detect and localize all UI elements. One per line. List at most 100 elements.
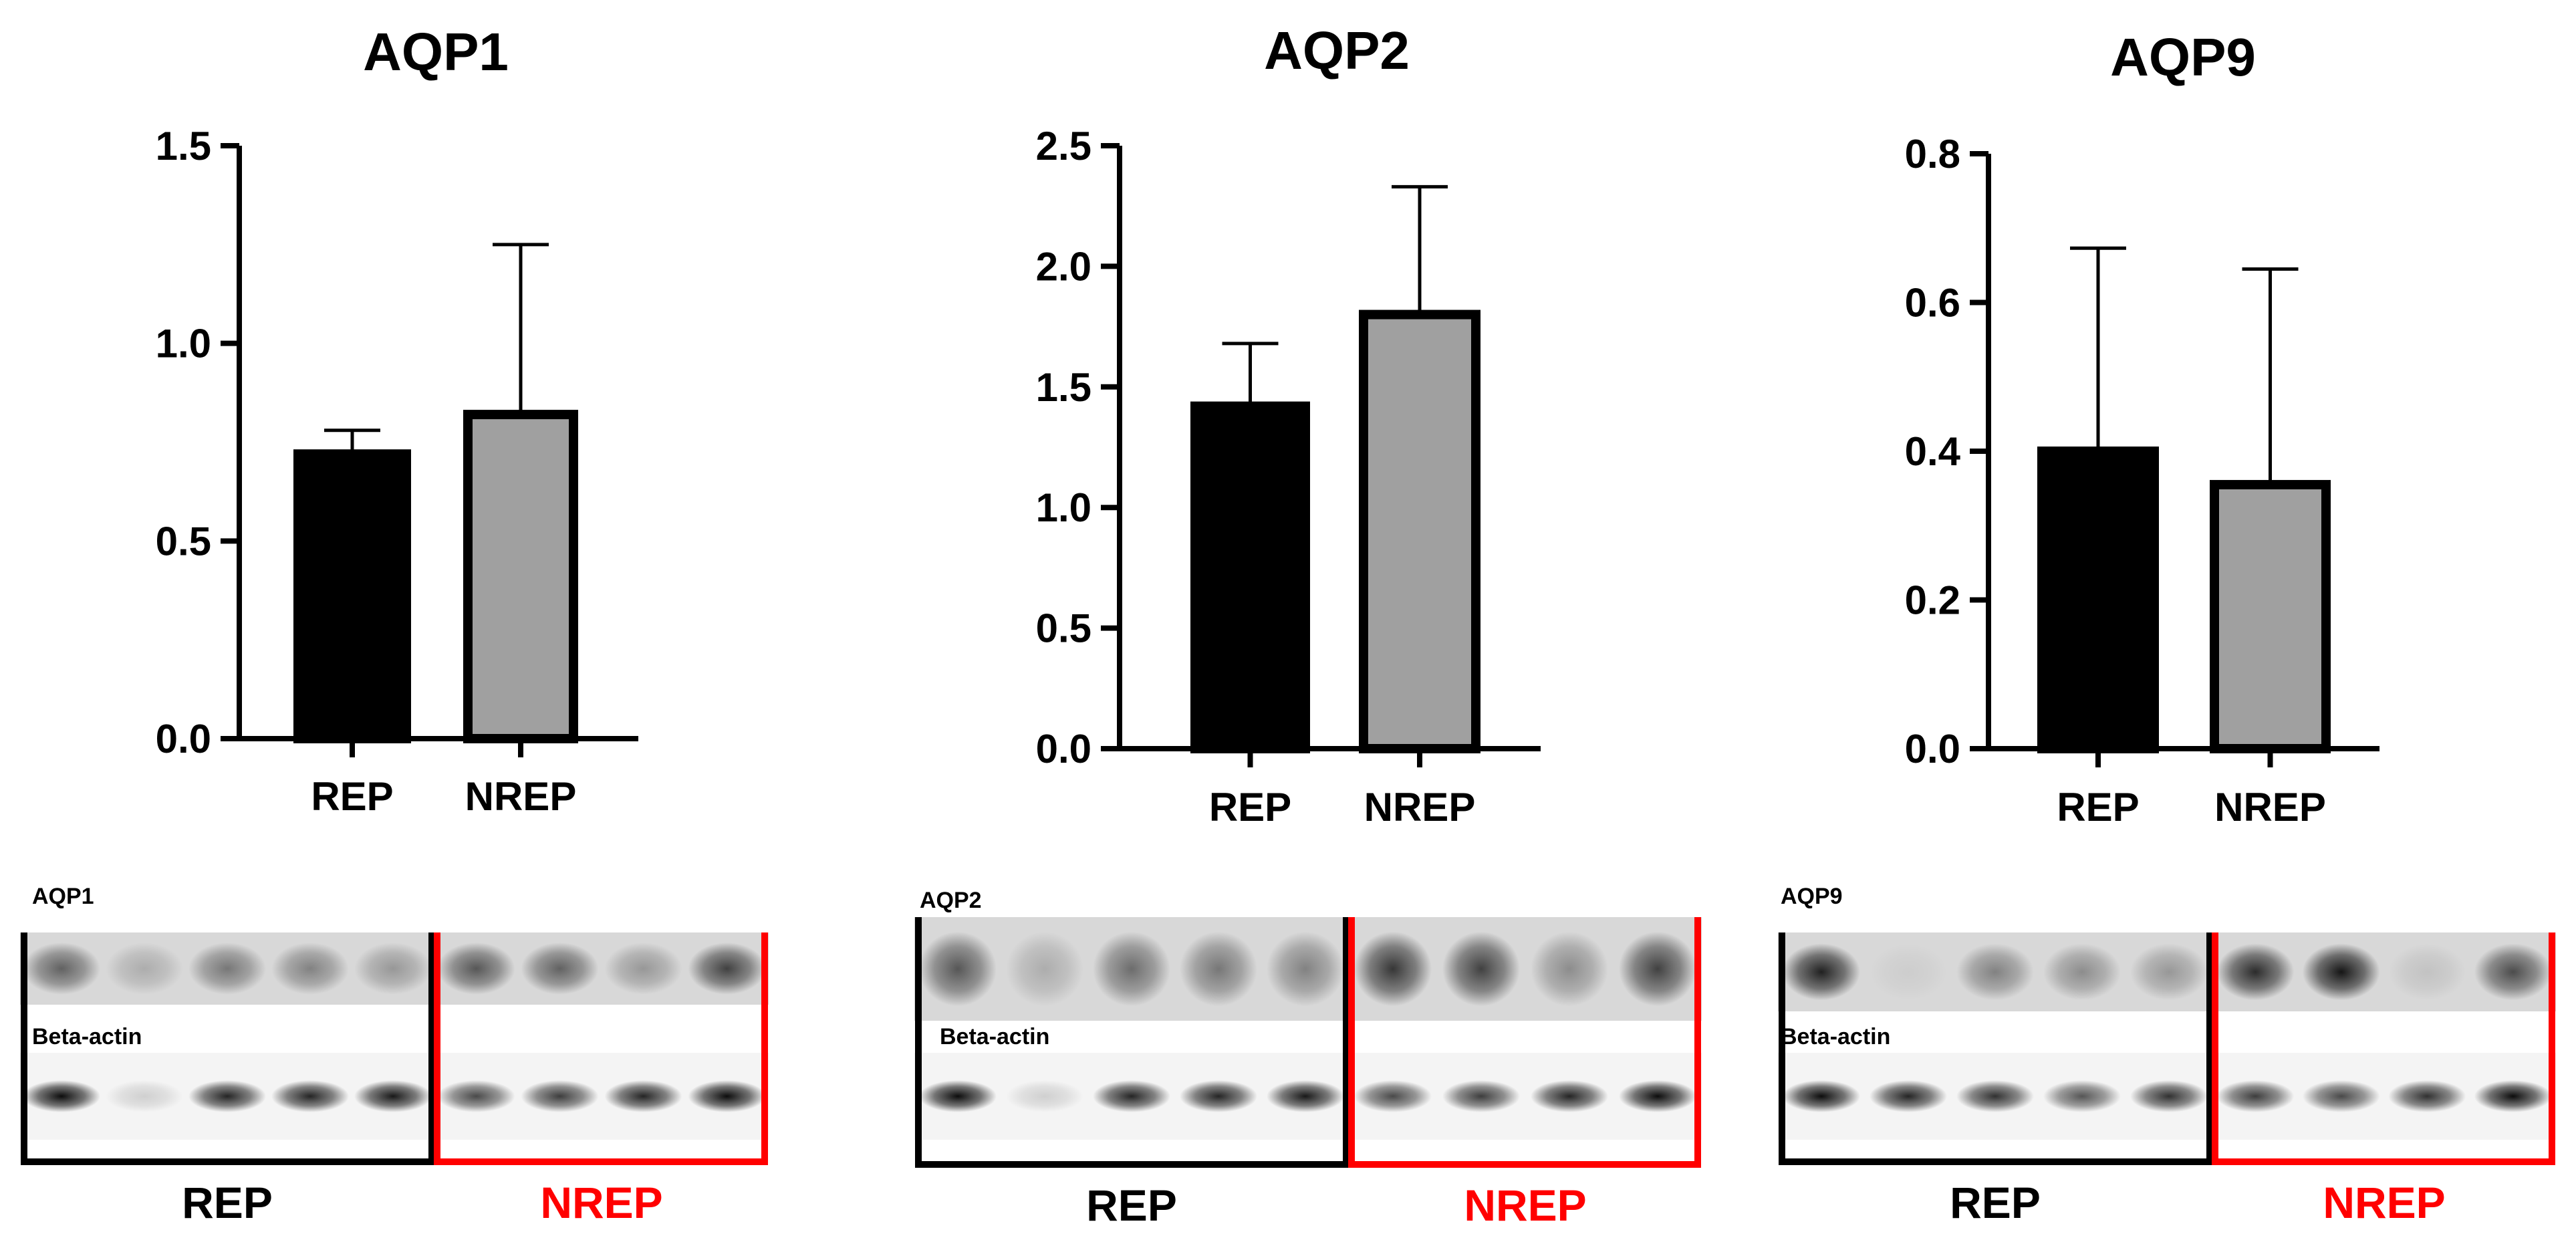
x-tick-label: NREP	[1364, 785, 1476, 830]
bar-rep	[2037, 447, 2159, 753]
actin-band	[2302, 1080, 2380, 1112]
target-band	[2043, 943, 2121, 1001]
blot-group-label-nrep: NREP	[2323, 1178, 2445, 1227]
actin-band	[1180, 1080, 1257, 1112]
blot-group-label-rep: REP	[182, 1178, 273, 1227]
y-tick-label: 1.5	[1036, 365, 1091, 410]
actin-band	[354, 1080, 432, 1112]
x-tick-label: REP	[2057, 785, 2139, 830]
actin-band	[1783, 1080, 1860, 1112]
y-tick-label: 2.0	[1036, 244, 1091, 289]
y-tick-label: 0.0	[1036, 727, 1091, 771]
blot-group-label-rep: REP	[1086, 1180, 1177, 1230]
blot-target-label: AQP1	[32, 884, 94, 909]
blot-group-label-nrep: NREP	[1464, 1180, 1586, 1230]
target-band	[1870, 943, 1947, 1001]
y-tick-label: 0.4	[1905, 429, 1961, 474]
y-tick-label: 0.6	[1905, 281, 1960, 326]
blot-loading-label: Beta-actin	[940, 1024, 1049, 1049]
target-band	[437, 943, 515, 995]
actin-band	[23, 1080, 100, 1112]
bar-rep	[293, 449, 411, 743]
target-band	[1267, 931, 1344, 1007]
blot-group-label-rep: REP	[1950, 1178, 2041, 1227]
actin-band	[1619, 1080, 1696, 1112]
y-tick-label: 1.0	[156, 322, 211, 366]
target-band	[688, 943, 766, 995]
blot-loading-label: Beta-actin	[32, 1024, 142, 1049]
y-tick-label: 0.0	[156, 717, 211, 761]
y-tick-label: 0.5	[1036, 606, 1091, 651]
actin-band	[521, 1080, 599, 1112]
target-band	[1783, 943, 1860, 1001]
target-band	[1442, 931, 1520, 1007]
target-band	[2474, 943, 2552, 1001]
actin-band	[1006, 1080, 1083, 1112]
actin-band	[1956, 1080, 2034, 1112]
actin-band	[188, 1080, 266, 1112]
actin-band	[1267, 1080, 1344, 1112]
bar-rep	[1190, 401, 1310, 753]
y-tick-label: 0.8	[1905, 132, 1960, 176]
actin-band	[106, 1080, 183, 1112]
target-band	[188, 943, 266, 995]
chart-panel-aqp2: AQP2 0.0 0.5 1.0 1.5 2.0 2.5 REP NREP	[1036, 21, 1541, 830]
y-tick-label: 1.0	[1036, 485, 1091, 530]
actin-band	[688, 1080, 766, 1112]
target-band	[919, 931, 997, 1007]
target-band	[2302, 943, 2380, 1001]
nrep-group-frame	[1348, 917, 1701, 1168]
blot-loading-label: Beta-actin	[1781, 1024, 1890, 1049]
actin-band	[919, 1080, 997, 1112]
x-tick-label: NREP	[2214, 785, 2326, 830]
target-band	[1354, 931, 1432, 1007]
rep-group-frame	[1779, 932, 2213, 1165]
bar-nrep	[2210, 480, 2331, 753]
target-band	[521, 943, 599, 995]
chart-title: AQP2	[1264, 21, 1410, 80]
chart-panel-aqp9: AQP9 0.0 0.2 0.4 0.6 0.8 REP NREP	[1905, 27, 2379, 830]
actin-band	[1354, 1080, 1432, 1112]
actin-band	[604, 1080, 682, 1112]
actin-band	[2388, 1080, 2466, 1112]
actin-band	[1870, 1080, 1947, 1112]
target-band	[354, 943, 432, 995]
y-tick-label: 1.5	[156, 124, 211, 168]
target-band	[604, 943, 682, 995]
target-band	[1531, 931, 1608, 1007]
target-band	[1619, 931, 1696, 1007]
actin-band	[271, 1080, 349, 1112]
blot-target-label: AQP9	[1781, 884, 1843, 909]
target-band	[106, 943, 183, 995]
nrep-group-frame	[434, 932, 768, 1165]
y-tick-label: 2.5	[1036, 124, 1091, 168]
y-tick-label: 0.5	[156, 519, 211, 564]
chart-title: AQP1	[363, 22, 509, 82]
target-band	[1180, 931, 1257, 1007]
blot-group-label-nrep: NREP	[540, 1178, 662, 1227]
bar-nrep	[1359, 309, 1480, 753]
target-band	[1006, 931, 1083, 1007]
chart-panel-aqp1: AQP1 0.0 0.5 1.0 1.5 REP NREP	[156, 22, 638, 819]
x-tick-label: NREP	[465, 774, 577, 819]
x-tick-label: REP	[1209, 785, 1291, 830]
chart-title: AQP9	[2110, 27, 2256, 87]
actin-band	[2474, 1080, 2552, 1112]
target-band	[271, 943, 349, 995]
target-band	[2130, 943, 2208, 1001]
target-band	[1093, 931, 1170, 1007]
actin-band	[2043, 1080, 2121, 1112]
target-band	[2388, 943, 2466, 1001]
actin-band	[437, 1080, 515, 1112]
western-blot-aqp9: AQP9 Beta-actin REP NREP	[1778, 884, 2556, 1227]
western-blot-aqp2: AQP2 Beta-actin REP NREP	[914, 888, 1702, 1230]
target-band	[2216, 943, 2295, 1001]
actin-band	[1093, 1080, 1170, 1112]
rep-group-frame	[21, 932, 435, 1165]
rep-group-frame	[915, 917, 1349, 1168]
target-band	[1956, 943, 2034, 1001]
actin-band	[2130, 1080, 2208, 1112]
western-blot-aqp1: AQP1 Beta-actin REP NREP	[20, 884, 769, 1227]
bar-nrep	[463, 410, 578, 744]
